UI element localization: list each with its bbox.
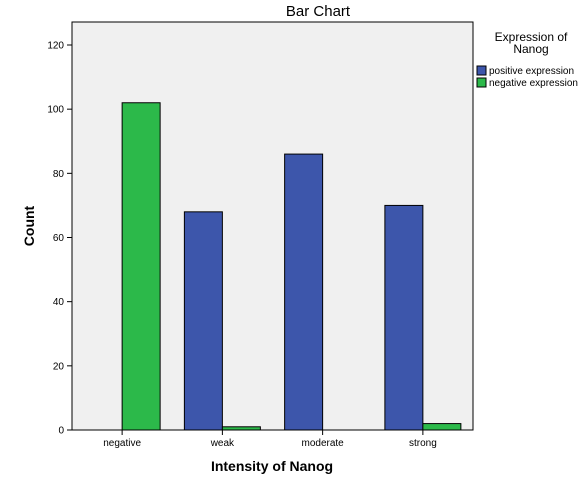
- x-tick-label: weak: [210, 438, 235, 449]
- y-tick-label: 100: [47, 105, 64, 116]
- y-axis-title: Count: [21, 205, 37, 246]
- bar-negative-strong: [422, 423, 462, 431]
- x-tick-label: moderate: [302, 438, 345, 449]
- legend-title: Nanog: [513, 42, 548, 56]
- x-tick-label: negative: [103, 438, 141, 449]
- chart-title: Bar Chart: [286, 3, 351, 20]
- y-tick-label: 80: [53, 169, 65, 180]
- x-axis-title: Intensity of Nanog: [211, 458, 333, 474]
- bar-positive-strong: [384, 204, 424, 431]
- bar-positive-weak: [183, 211, 223, 431]
- y-tick-label: 120: [47, 41, 64, 52]
- y-tick-label: 20: [53, 361, 65, 372]
- y-tick-label: 40: [53, 297, 65, 308]
- legend-swatch-positive: [476, 65, 487, 76]
- y-tick-label: 0: [58, 426, 64, 437]
- bar-positive-moderate: [284, 153, 324, 431]
- legend-swatch-negative: [476, 77, 487, 88]
- legend-label-negative: negative expression: [489, 78, 578, 89]
- legend-label-positive: positive expression: [489, 66, 574, 77]
- y-tick-label: 60: [53, 233, 65, 244]
- bar-negative-negative: [121, 102, 161, 431]
- legend-title: Expression of: [495, 30, 568, 44]
- x-tick-label: strong: [409, 438, 437, 449]
- bar-negative-weak: [221, 426, 261, 431]
